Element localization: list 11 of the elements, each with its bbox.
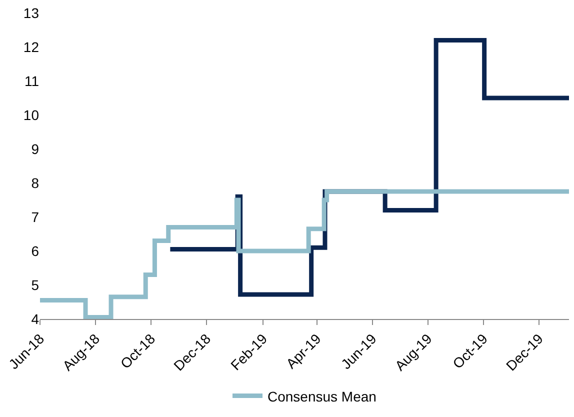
y-tick-label: 4 <box>31 310 40 327</box>
legend-label: Consensus Mean <box>268 388 376 404</box>
y-tick-label: 11 <box>24 72 40 89</box>
y-tick-label: 13 <box>23 4 40 21</box>
y-tick-label: 8 <box>31 174 40 191</box>
y-tick-label: 6 <box>31 242 40 259</box>
y-tick-label: 7 <box>31 208 40 225</box>
y-tick-label: 9 <box>31 140 40 157</box>
y-tick-label: 10 <box>23 106 40 123</box>
y-tick-label: 5 <box>31 276 40 293</box>
y-tick-label: 12 <box>23 38 40 55</box>
